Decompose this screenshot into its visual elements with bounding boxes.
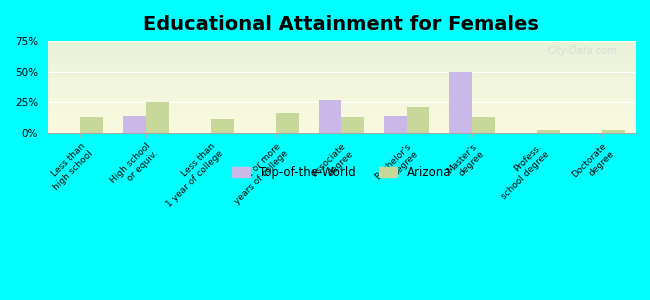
Title: Educational Attainment for Females: Educational Attainment for Females bbox=[144, 15, 540, 34]
Bar bbox=[211, 119, 234, 133]
Bar bbox=[341, 117, 364, 133]
Bar bbox=[407, 107, 430, 133]
Bar bbox=[537, 130, 560, 133]
Legend: Top-of-the-World, Arizona: Top-of-the-World, Arizona bbox=[227, 161, 456, 184]
Bar bbox=[318, 100, 341, 133]
Bar bbox=[146, 102, 168, 133]
Bar bbox=[384, 116, 407, 133]
Bar bbox=[472, 117, 495, 133]
Text: City-Data.com: City-Data.com bbox=[548, 46, 617, 56]
Bar bbox=[276, 113, 299, 133]
Bar bbox=[123, 116, 146, 133]
Bar bbox=[449, 72, 472, 133]
Bar bbox=[603, 130, 625, 133]
Bar bbox=[81, 117, 103, 133]
